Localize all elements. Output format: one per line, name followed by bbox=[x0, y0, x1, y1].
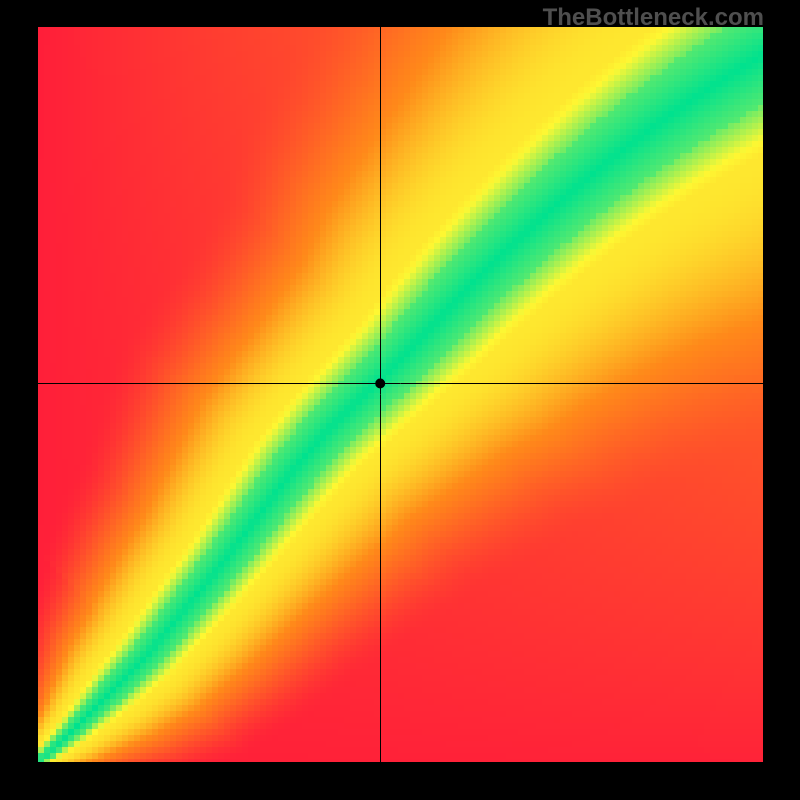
heatmap-plot bbox=[38, 27, 763, 762]
watermark-text: TheBottleneck.com bbox=[543, 4, 764, 32]
chart-frame: TheBottleneck.com bbox=[0, 0, 800, 800]
heatmap-canvas bbox=[38, 27, 763, 762]
